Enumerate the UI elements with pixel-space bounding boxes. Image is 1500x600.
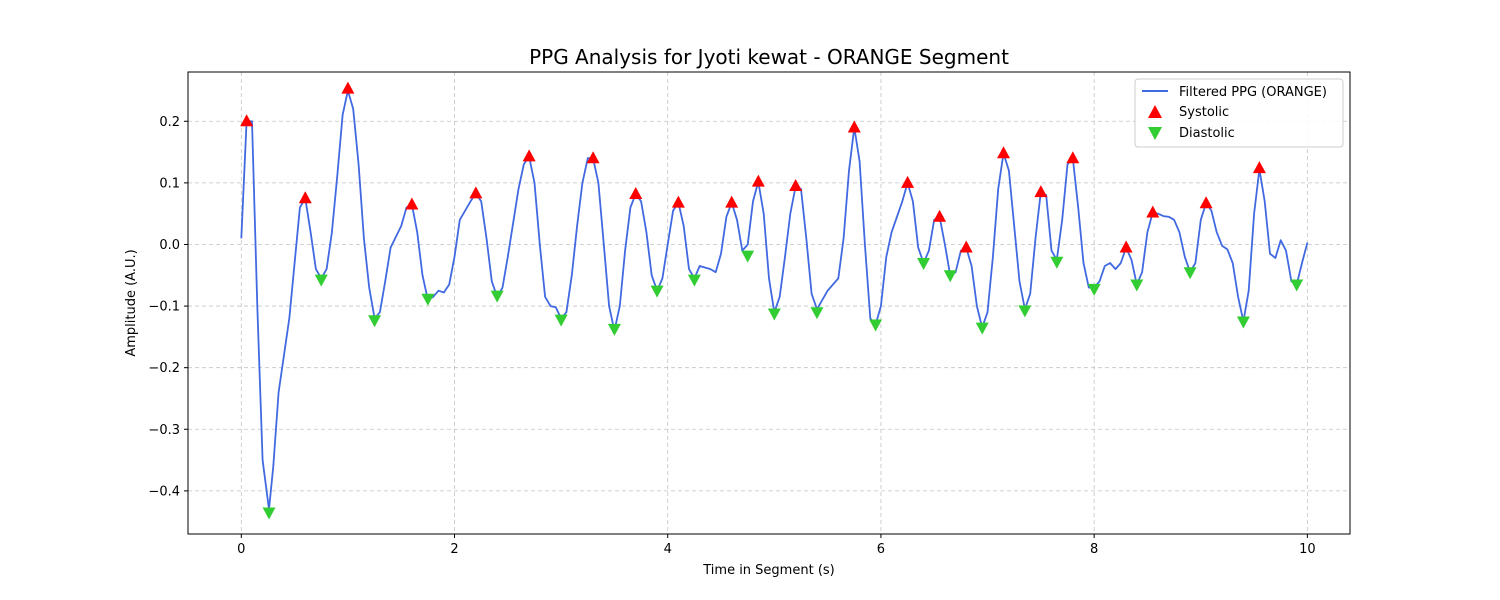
chart-title: PPG Analysis for Jyoti kewat - ORANGE Se… (529, 45, 1009, 69)
x-tick-label: 2 (450, 542, 458, 557)
y-tick-label: −0.2 (148, 361, 180, 376)
diastolic-marker (767, 308, 781, 321)
x-axis-label: Time in Segment (s) (702, 563, 834, 578)
y-tick-label: 0.2 (159, 115, 180, 130)
diastolic-marker (421, 293, 435, 306)
systolic-marker (1199, 196, 1213, 209)
diastolic-marker (650, 285, 664, 298)
systolic-marker (341, 81, 355, 94)
systolic-marker (997, 146, 1011, 159)
systolic-marker (1066, 151, 1080, 164)
plot-layer (240, 81, 1309, 520)
systolic-marker (933, 209, 947, 222)
diastolic-marker (368, 315, 382, 328)
systolic-marker (789, 178, 803, 191)
systolic-marker (629, 186, 643, 199)
legend-entry-filtered: Filtered PPG (ORANGE) (1179, 85, 1327, 100)
legend-diastolic-marker (1148, 127, 1162, 140)
legend-entry-diastolic: Diastolic (1179, 126, 1235, 141)
systolic-marker (847, 120, 861, 133)
systolic-marker (469, 186, 483, 199)
diastolic-marker (741, 250, 755, 263)
diastolic-marker (1087, 283, 1101, 296)
diastolic-marker (943, 270, 957, 283)
y-axis-label: Amplitude (A.U.) (124, 249, 139, 356)
systolic-marker (1034, 185, 1048, 198)
x-tick-label: 0 (237, 542, 245, 557)
y-tick-label: 0.0 (159, 238, 180, 253)
legend-entry-systolic: Systolic (1179, 105, 1229, 120)
diastolic-marker (1236, 316, 1250, 329)
x-tick-label: 6 (877, 542, 885, 557)
y-tick-label: −0.4 (148, 484, 180, 499)
systolic-marker (522, 149, 536, 162)
diastolic-marker (1290, 279, 1304, 292)
x-tick-label: 4 (664, 542, 672, 557)
y-tick-label: −0.3 (148, 423, 180, 438)
legend-box (1134, 78, 1344, 148)
tick-layer: 0 2 4 6 8 10 −0.4 −0.3 −0.2 −0.1 0.0 0.1 0.2 (148, 115, 1315, 557)
systolic-marker (901, 175, 915, 188)
systolic-marker (1146, 205, 1160, 218)
systolic-marker (240, 114, 254, 127)
diastolic-marker (554, 314, 568, 327)
x-tick-label: 10 (1299, 542, 1316, 557)
legend-systolic-marker (1148, 105, 1162, 118)
systolic-marker (751, 174, 765, 187)
diastolic-marker (975, 322, 989, 335)
diastolic-marker (869, 319, 883, 332)
systolic-marker (959, 240, 973, 253)
diastolic-marker (687, 274, 701, 287)
x-tick-label: 8 (1090, 542, 1098, 557)
diastolic-marker (490, 290, 504, 303)
systolic-marker (586, 151, 600, 164)
diastolic-marker (1018, 305, 1032, 318)
legend: Filtered PPG (ORANGE) Systolic Diastolic (1134, 78, 1344, 148)
diastolic-marker (917, 257, 931, 270)
systolic-marker (725, 195, 739, 208)
diastolic-marker (262, 507, 276, 520)
diastolic-marker (810, 307, 824, 320)
systolic-marker (671, 195, 685, 208)
diastolic-marker (607, 323, 621, 336)
systolic-marker (1252, 161, 1266, 174)
diastolic-marker (314, 274, 328, 287)
systolic-marker (405, 197, 419, 210)
diastolic-marker (1130, 279, 1144, 292)
systolic-marker (1119, 240, 1133, 253)
y-tick-label: 0.1 (159, 176, 180, 191)
plot-frame (187, 71, 1351, 535)
diastolic-marker (1183, 267, 1197, 280)
systolic-marker (298, 191, 312, 204)
diastolic-marker (1050, 256, 1064, 269)
y-tick-label: −0.1 (148, 300, 180, 315)
